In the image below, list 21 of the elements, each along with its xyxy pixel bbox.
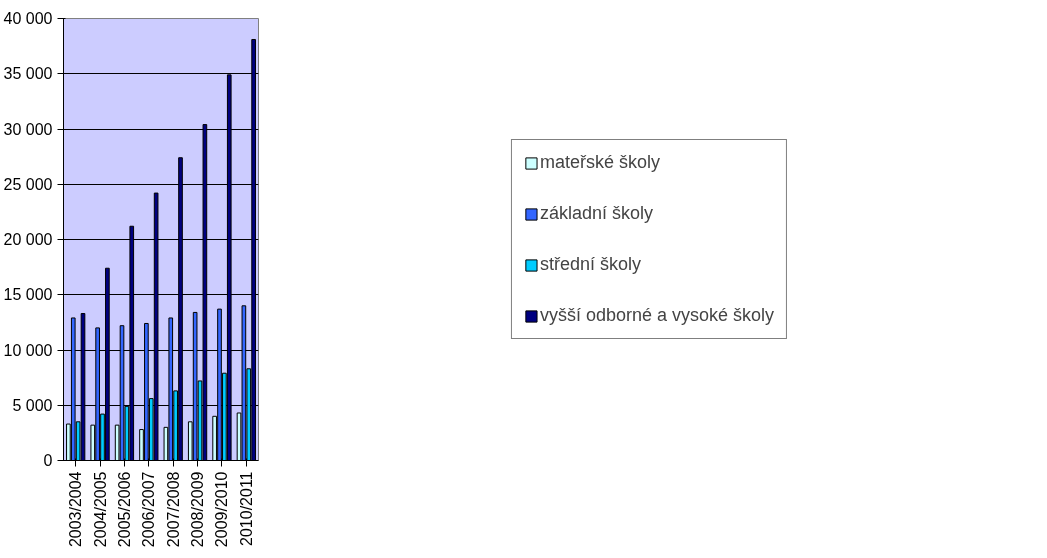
y-tick-label: 15 000 (3, 286, 53, 304)
x-tick-label: 2006/2007 (140, 471, 158, 548)
y-tick-label: 20 000 (3, 231, 53, 248)
legend-label: vyšší odborné a vysoké školy (539, 305, 775, 326)
x-tick-label: 2010/2011 (237, 471, 255, 546)
x-tick-label: 2008/2009 (189, 471, 207, 548)
legend-label: mateřské školy (539, 152, 660, 173)
x-tick-label: 2007/2008 (164, 471, 182, 548)
y-tick-label: 30 000 (3, 120, 53, 138)
x-tick-label: 2003/2004 (67, 471, 85, 548)
y-tick-label: 35 000 (3, 65, 53, 83)
y-tick-label: 25 000 (3, 175, 53, 193)
legend-label: základní školy (539, 203, 654, 224)
x-tick-label: 2005/2006 (115, 471, 133, 548)
x-tick-label: 2009/2010 (213, 471, 231, 548)
y-tick-label: 40 000 (3, 10, 53, 27)
y-tick-label: 10 000 (3, 341, 53, 359)
y-tick-label: 0 (43, 452, 53, 469)
legend-label: střední školy (539, 254, 641, 275)
x-tick-label: 2004/2005 (91, 471, 109, 548)
y-tick-label: 5 000 (12, 396, 53, 414)
